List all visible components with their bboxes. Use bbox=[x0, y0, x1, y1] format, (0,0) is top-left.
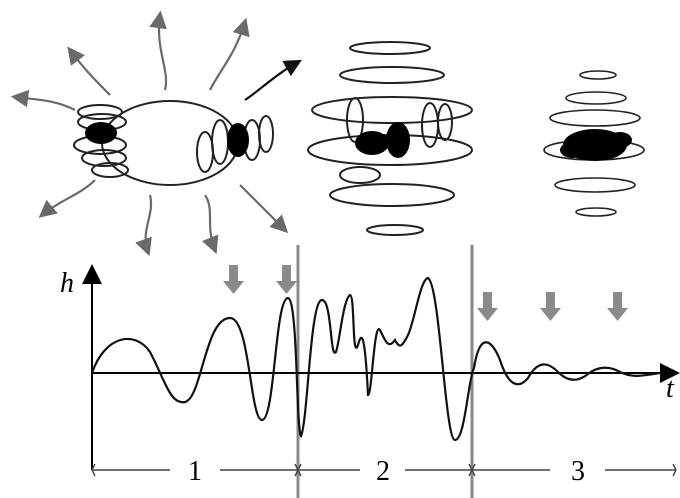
waveform bbox=[90, 276, 661, 442]
x-axis-label: t bbox=[666, 373, 675, 404]
phase-spans bbox=[91, 463, 677, 477]
phase-label: 2 bbox=[376, 456, 390, 487]
phase-label: 3 bbox=[571, 456, 585, 487]
merger-illustration bbox=[307, 41, 473, 236]
y-axis-label: h bbox=[60, 268, 74, 299]
phase-label: 1 bbox=[188, 456, 202, 487]
inspiral-illustration bbox=[10, 10, 302, 257]
ringdown-illustration bbox=[543, 70, 645, 217]
peak-markers bbox=[223, 265, 628, 321]
